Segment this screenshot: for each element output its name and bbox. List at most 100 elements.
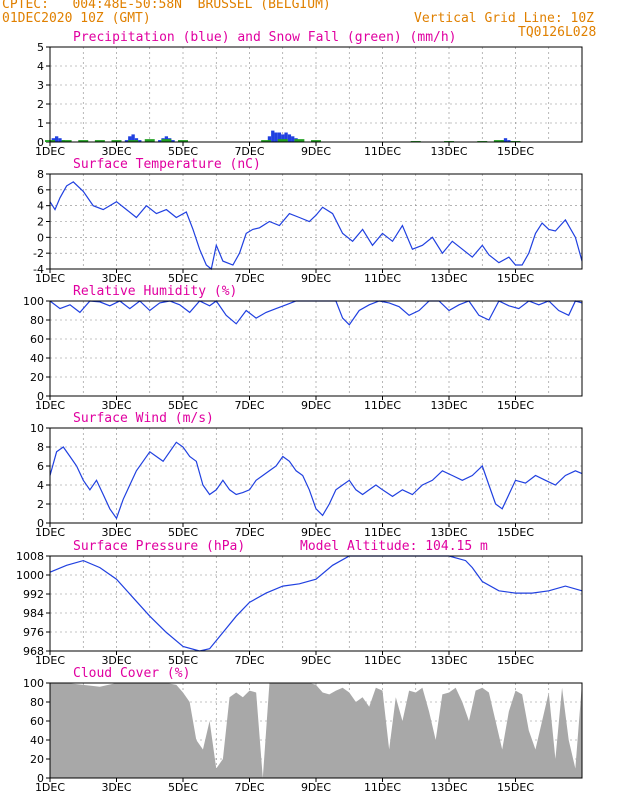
y-tick-label: 3	[37, 79, 44, 92]
precip-bar	[267, 136, 272, 142]
x-tick-label: 5DEC	[168, 272, 198, 285]
y-tick-label: 6	[37, 184, 44, 197]
y-tick-label: 2	[37, 98, 44, 111]
x-tick-label: 3DEC	[101, 654, 131, 667]
panel-title-wind: Surface Wind (m/s)	[73, 411, 214, 426]
snow-bar	[61, 140, 72, 142]
x-tick-label: 13DEC	[430, 145, 467, 158]
snow-bar	[493, 140, 504, 142]
precip-bar	[507, 140, 511, 142]
x-tick-label: 9DEC	[301, 781, 331, 794]
x-tick-label: 7DEC	[234, 399, 264, 412]
snow-bar	[128, 140, 139, 142]
x-tick-label: 9DEC	[301, 272, 331, 285]
y-tick-label: 60	[30, 333, 44, 346]
precip-bar	[277, 132, 282, 142]
x-tick-label: 9DEC	[301, 654, 331, 667]
panel-title-pres: Surface Pressure (hPa)	[73, 539, 245, 554]
precip-bar	[124, 140, 129, 142]
x-tick-label: 3DEC	[101, 399, 131, 412]
x-tick-label: 15DEC	[497, 272, 534, 285]
x-tick-label: 11DEC	[364, 145, 401, 158]
x-tick-label: 13DEC	[430, 526, 467, 539]
x-tick-label: 9DEC	[301, 145, 331, 158]
x-tick-label: 1DEC	[35, 526, 65, 539]
y-tick-label: 4	[37, 200, 44, 213]
x-tick-label: 3DEC	[101, 272, 131, 285]
y-tick-label: 976	[23, 626, 44, 639]
header-model-code: TQ0126L028	[518, 25, 597, 40]
header-title-left: CPTEC: 004:48E-50:58N BRUSSEL (BELGIUM)	[2, 0, 331, 12]
x-tick-label: 1DEC	[35, 399, 65, 412]
y-tick-label: 5	[37, 41, 44, 54]
panel-title-cloud: Cloud Cover (%)	[73, 666, 190, 681]
precip-bar	[171, 140, 175, 142]
precip-bar	[128, 136, 132, 142]
precip-bar	[54, 136, 59, 142]
x-tick-label: 3DEC	[101, 145, 131, 158]
y-tick-label: 8	[37, 168, 44, 181]
panel-title-temp: Surface Temperature (nC)	[73, 157, 261, 172]
y-tick-label: -2	[33, 247, 44, 260]
header-grid-note: Vertical Grid Line: 10Z	[414, 11, 595, 26]
y-tick-label: 100	[23, 295, 44, 308]
x-tick-label: 1DEC	[35, 654, 65, 667]
y-tick-label: 2	[37, 216, 44, 229]
y-tick-label: 20	[30, 371, 44, 384]
y-tick-label: 0	[37, 390, 44, 403]
y-tick-label: 100	[23, 677, 44, 690]
x-tick-label: 13DEC	[430, 781, 467, 794]
precip-bar	[287, 134, 292, 142]
wind-line	[49, 441, 583, 520]
x-tick-label: 13DEC	[430, 399, 467, 412]
x-tick-label: 7DEC	[234, 654, 264, 667]
x-tick-label: 13DEC	[430, 654, 467, 667]
snow-bar	[94, 140, 105, 142]
panel-title-precip: Precipitation (blue) and Snow Fall (gree…	[73, 30, 457, 45]
y-tick-label: 2	[37, 498, 44, 511]
x-tick-label: 11DEC	[364, 526, 401, 539]
x-tick-label: 15DEC	[497, 781, 534, 794]
precip-bar	[271, 130, 275, 142]
precip-bar	[274, 132, 278, 142]
precip-bar	[138, 140, 142, 142]
x-tick-label: 15DEC	[497, 526, 534, 539]
y-tick-label: 6	[37, 460, 44, 473]
x-tick-label: 5DEC	[168, 654, 198, 667]
x-tick-label: 15DEC	[497, 654, 534, 667]
x-tick-label: 13DEC	[430, 272, 467, 285]
cloud-cover-area	[50, 683, 582, 778]
x-tick-label: 5DEC	[168, 145, 198, 158]
y-tick-label: 1008	[16, 550, 44, 563]
y-tick-label: 992	[23, 588, 44, 601]
precip-bar	[284, 132, 288, 142]
pres-line	[49, 555, 583, 652]
y-tick-label: 40	[30, 734, 44, 747]
y-tick-label: 0	[37, 231, 44, 244]
x-tick-label: 15DEC	[497, 399, 534, 412]
precip-bar	[503, 138, 508, 142]
temp-line	[49, 181, 583, 271]
x-tick-label: 1DEC	[35, 272, 65, 285]
x-tick-label: 11DEC	[364, 654, 401, 667]
panel-title-rh: Relative Humidity (%)	[73, 284, 237, 299]
y-tick-label: 984	[23, 607, 44, 620]
x-tick-label: 7DEC	[234, 781, 264, 794]
x-tick-label: 1DEC	[35, 781, 65, 794]
y-tick-label: 4	[37, 60, 44, 73]
snow-bar	[161, 139, 172, 142]
x-tick-label: 11DEC	[364, 781, 401, 794]
snow-bar	[261, 140, 272, 142]
y-tick-label: 40	[30, 352, 44, 365]
y-tick-label: 968	[23, 645, 44, 658]
panel-annotation-pres: Model Altitude: 104.15 m	[300, 539, 488, 554]
y-tick-label: 1000	[16, 569, 44, 582]
x-tick-label: 5DEC	[168, 526, 198, 539]
x-tick-label: 3DEC	[101, 526, 131, 539]
x-tick-label: 7DEC	[234, 145, 264, 158]
x-tick-label: 1DEC	[35, 145, 65, 158]
snow-bar	[78, 140, 89, 142]
y-tick-label: 0	[37, 517, 44, 530]
x-tick-label: 9DEC	[301, 526, 331, 539]
